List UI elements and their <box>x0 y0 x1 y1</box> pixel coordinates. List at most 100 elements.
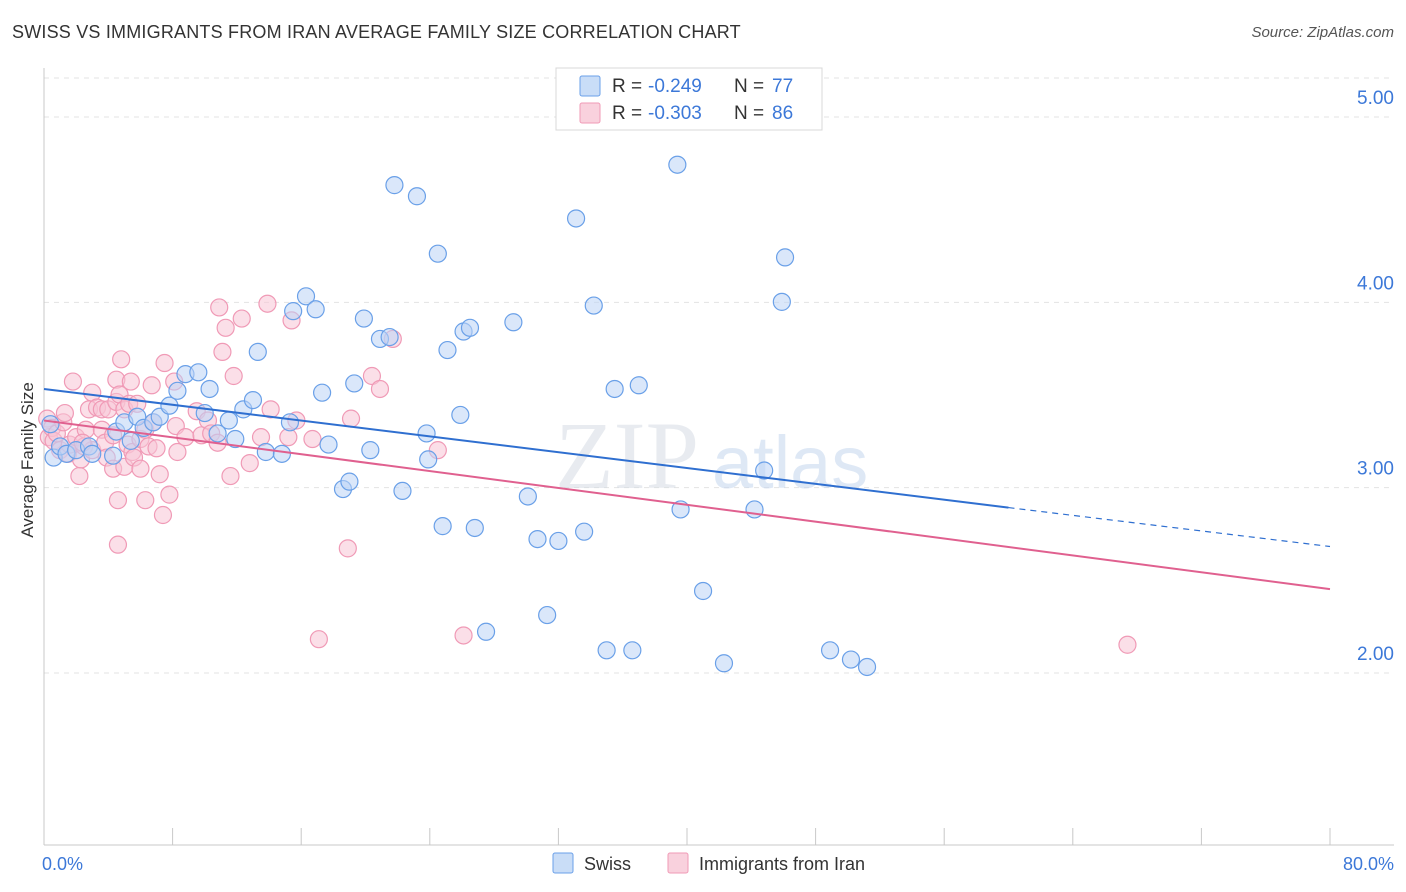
data-point-swiss <box>393 481 412 501</box>
data-point-swiss <box>83 444 102 463</box>
data-point-iran <box>136 491 155 510</box>
trend-line-swiss <box>43 387 1009 509</box>
data-point-swiss <box>312 383 332 402</box>
data-point-iran <box>150 465 169 484</box>
n-label-iran: N = <box>734 103 764 124</box>
data-point-swiss <box>280 413 300 432</box>
data-point-swiss <box>306 300 325 319</box>
watermark: ZIP atlas <box>555 402 868 509</box>
data-point-swiss <box>857 657 877 677</box>
grid-lines <box>44 77 1394 674</box>
data-point-iran <box>240 454 259 473</box>
legend-swatch-swiss <box>579 75 601 97</box>
data-point-swiss <box>168 381 187 400</box>
series-iran-points <box>38 294 1137 654</box>
data-point-swiss <box>460 318 480 337</box>
data-point-swiss <box>755 461 774 480</box>
data-point-iran <box>1118 635 1137 654</box>
data-point-swiss <box>714 654 734 673</box>
data-point-iran <box>221 466 240 486</box>
data-point-iran <box>213 342 232 362</box>
n-label-swiss: N = <box>734 76 764 97</box>
data-point-swiss <box>319 435 338 454</box>
trend-line-swiss-extension <box>1008 506 1331 548</box>
data-point-swiss <box>243 390 263 410</box>
series-swiss-points <box>41 155 877 677</box>
data-point-swiss <box>248 342 267 362</box>
data-point-iran <box>63 372 83 391</box>
data-point-swiss <box>575 522 594 541</box>
data-point-iran <box>131 459 150 478</box>
data-point-swiss <box>296 287 316 306</box>
axes <box>43 68 1394 846</box>
data-point-swiss <box>226 429 245 449</box>
data-point-swiss <box>629 376 648 395</box>
data-point-iran <box>108 491 128 510</box>
y-tick-label: 3.00 <box>1357 459 1394 480</box>
watermark-atlas: atlas <box>712 421 868 504</box>
data-point-iran <box>55 403 74 423</box>
n-value-iran: 86 <box>772 103 793 124</box>
legend-swatch-iran <box>579 102 601 124</box>
trend-lines <box>43 387 1331 591</box>
watermark-zip: ZIP <box>555 402 699 509</box>
data-point-iran <box>258 294 277 313</box>
data-point-iran <box>168 442 187 462</box>
data-point-swiss <box>549 531 568 551</box>
data-point-swiss <box>361 441 380 460</box>
r-label-swiss: R = <box>612 76 642 97</box>
data-point-swiss <box>597 641 616 660</box>
data-point-swiss <box>528 529 547 549</box>
data-point-swiss <box>584 296 603 315</box>
data-point-swiss <box>668 155 687 174</box>
data-point-swiss <box>208 424 227 443</box>
data-point-swiss <box>693 581 713 601</box>
data-point-swiss <box>566 209 586 228</box>
y-tick-labels: 2.00 3.00 4.00 5.00 <box>1357 88 1394 665</box>
data-point-iran <box>362 366 382 386</box>
series-legend: Swiss Immigrants from Iran <box>552 852 865 874</box>
data-point-iran <box>210 298 229 317</box>
data-point-iran <box>112 350 131 369</box>
data-point-swiss <box>407 187 427 206</box>
x-tick-label-min: 0.0% <box>42 854 83 874</box>
data-point-swiss <box>104 446 123 465</box>
data-point-iran <box>142 376 161 395</box>
data-point-swiss <box>775 248 795 267</box>
data-point-swiss <box>504 313 523 332</box>
data-point-swiss <box>433 517 452 536</box>
data-point-iran <box>153 505 173 525</box>
data-point-swiss <box>200 379 219 399</box>
data-point-swiss <box>189 363 208 382</box>
data-point-iran <box>70 466 89 486</box>
data-point-swiss <box>354 309 373 328</box>
data-point-swiss <box>623 641 642 660</box>
data-point-swiss <box>465 518 484 538</box>
r-value-swiss: -0.249 <box>648 76 702 97</box>
x-tick-labels: 0.0% 80.0% <box>42 854 1394 874</box>
y-tick-label: 2.00 <box>1357 644 1394 665</box>
data-point-iran <box>216 318 235 337</box>
data-point-iran <box>454 626 473 645</box>
data-point-iran <box>224 366 243 386</box>
data-point-swiss <box>772 292 791 311</box>
data-point-iran <box>370 379 390 399</box>
n-value-swiss: 77 <box>772 76 793 97</box>
data-point-iran <box>155 353 174 373</box>
y-tick-label: 5.00 <box>1357 88 1394 109</box>
data-point-swiss <box>272 444 292 463</box>
data-point-swiss <box>820 641 840 660</box>
data-point-iran <box>147 439 166 458</box>
data-point-swiss <box>476 622 496 641</box>
data-point-swiss <box>380 327 399 347</box>
data-point-swiss <box>428 244 447 263</box>
stats-legend: R = -0.249 N = 77 R = -0.303 N = 86 <box>555 67 823 131</box>
data-point-swiss <box>41 415 60 434</box>
r-label-iran: R = <box>612 103 642 124</box>
legend-label-swiss: Swiss <box>584 854 631 874</box>
data-point-swiss <box>345 374 364 393</box>
data-point-iran <box>303 429 322 449</box>
data-point-swiss <box>605 379 624 399</box>
data-point-swiss <box>340 472 359 491</box>
